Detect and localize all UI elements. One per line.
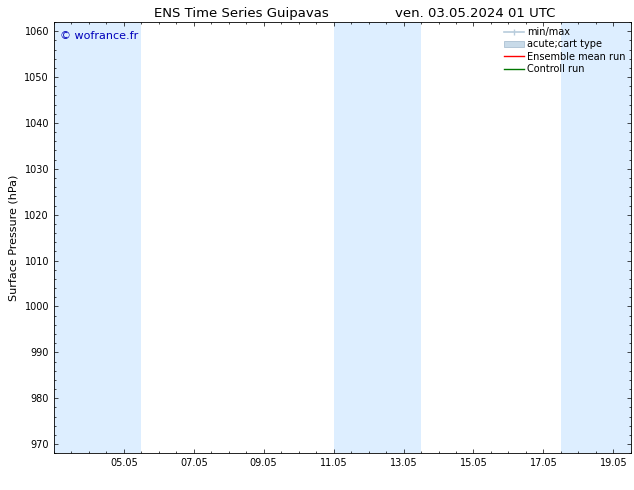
Bar <box>561 22 631 453</box>
Legend: min/max, acute;cart type, Ensemble mean run, Controll run: min/max, acute;cart type, Ensemble mean … <box>502 25 628 76</box>
Bar <box>54 22 141 453</box>
Text: ven. 03.05.2024 01 UTC: ven. 03.05.2024 01 UTC <box>396 7 555 21</box>
Text: © wofrance.fr: © wofrance.fr <box>60 31 138 41</box>
Bar <box>333 22 421 453</box>
Y-axis label: Surface Pressure (hPa): Surface Pressure (hPa) <box>9 174 19 301</box>
Text: ENS Time Series Guipavas: ENS Time Series Guipavas <box>153 7 328 21</box>
